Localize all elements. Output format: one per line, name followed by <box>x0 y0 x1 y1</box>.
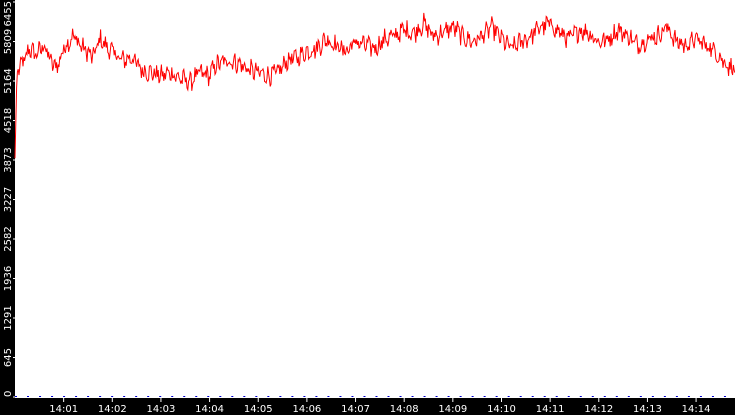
x-tick-label: 14:07 <box>341 404 370 415</box>
baseline-mark <box>651 396 654 397</box>
baseline-mark <box>135 396 138 397</box>
baseline-mark <box>15 396 17 397</box>
baseline-mark <box>519 396 522 397</box>
y-tick-label: 1291 <box>3 305 14 330</box>
baseline-mark <box>687 396 690 397</box>
baseline-mark <box>591 396 594 397</box>
baseline-mark <box>123 396 126 397</box>
x-tick-label: 14:02 <box>98 404 127 415</box>
baseline-mark <box>555 396 558 397</box>
baseline-mark <box>411 396 414 397</box>
x-tick-label: 14:10 <box>487 404 516 415</box>
baseline-mark <box>195 396 198 397</box>
baseline-mark <box>711 396 714 397</box>
baseline-mark <box>531 396 534 397</box>
baseline-mark <box>171 396 174 397</box>
baseline-mark <box>87 396 90 397</box>
baseline-mark <box>27 396 30 397</box>
baseline-mark <box>435 396 438 397</box>
baseline-mark <box>291 396 294 397</box>
baseline-mark <box>231 396 234 397</box>
baseline-mark <box>627 396 630 397</box>
baseline-mark <box>339 396 342 397</box>
y-tick-label: 3873 <box>3 147 14 172</box>
baseline-mark <box>351 396 354 397</box>
baseline-mark <box>183 396 186 397</box>
x-tick-label: 14:09 <box>438 404 467 415</box>
baseline-mark <box>423 396 426 397</box>
baseline-mark <box>675 396 678 397</box>
baseline-mark <box>159 396 162 397</box>
baseline-mark <box>243 396 246 397</box>
baseline-mark <box>699 396 702 397</box>
plot-background <box>15 0 735 397</box>
baseline-mark <box>663 396 666 397</box>
baseline-mark <box>267 396 270 397</box>
baseline-mark <box>459 396 462 397</box>
baseline-mark <box>327 396 330 397</box>
baseline-mark <box>303 396 306 397</box>
baseline-mark <box>315 396 318 397</box>
baseline-mark <box>471 396 474 397</box>
y-tick-label: 2582 <box>3 226 14 251</box>
baseline-mark <box>51 396 54 397</box>
baseline-mark <box>219 396 222 397</box>
x-tick-label: 14:03 <box>147 404 176 415</box>
baseline-mark <box>447 396 450 397</box>
baseline-mark <box>387 396 390 397</box>
baseline-mark <box>147 396 150 397</box>
x-tick-label: 14:01 <box>49 404 78 415</box>
baseline-mark <box>111 396 114 397</box>
baseline-mark <box>75 396 78 397</box>
y-axis-band <box>0 0 15 415</box>
baseline-mark <box>639 396 642 397</box>
y-tick-label: 5809 <box>3 29 14 54</box>
y-tick-label: 1936 <box>3 266 14 291</box>
baseline-mark <box>495 396 498 397</box>
baseline-mark <box>207 396 210 397</box>
x-tick-label: 14:11 <box>536 404 565 415</box>
baseline-mark <box>507 396 510 397</box>
x-axis-band <box>0 398 735 415</box>
x-tick-label: 14:04 <box>195 404 224 415</box>
baseline-mark <box>603 396 606 397</box>
series-line <box>14 12 735 159</box>
baseline-mark <box>375 396 378 397</box>
y-tick-label: 6455 <box>3 1 14 26</box>
baseline-mark <box>579 396 582 397</box>
x-tick-label: 14:13 <box>633 404 662 415</box>
baseline-mark <box>615 396 618 397</box>
baseline-mark <box>279 396 282 397</box>
y-tick-label: 0 <box>3 391 14 397</box>
baseline-mark <box>363 396 366 397</box>
y-tick-label: 4518 <box>3 108 14 133</box>
baseline-mark <box>99 396 102 397</box>
y-tick-label: 645 <box>3 348 14 367</box>
x-tick-label: 14:05 <box>244 404 273 415</box>
x-tick-label: 14:08 <box>390 404 419 415</box>
baseline-mark <box>255 396 258 397</box>
baseline-mark <box>39 396 42 397</box>
baseline-mark <box>483 396 486 397</box>
x-tick-label: 14:12 <box>584 404 613 415</box>
x-tick-label: 14:14 <box>682 404 711 415</box>
baseline-mark <box>399 396 402 397</box>
x-tick-label: 14:06 <box>292 404 321 415</box>
baseline-mark <box>63 396 66 397</box>
baseline-mark <box>543 396 546 397</box>
baseline-mark <box>723 396 726 397</box>
baseline-mark <box>567 396 570 397</box>
y-tick-label: 3227 <box>3 187 14 212</box>
y-tick-label: 5164 <box>3 68 14 93</box>
